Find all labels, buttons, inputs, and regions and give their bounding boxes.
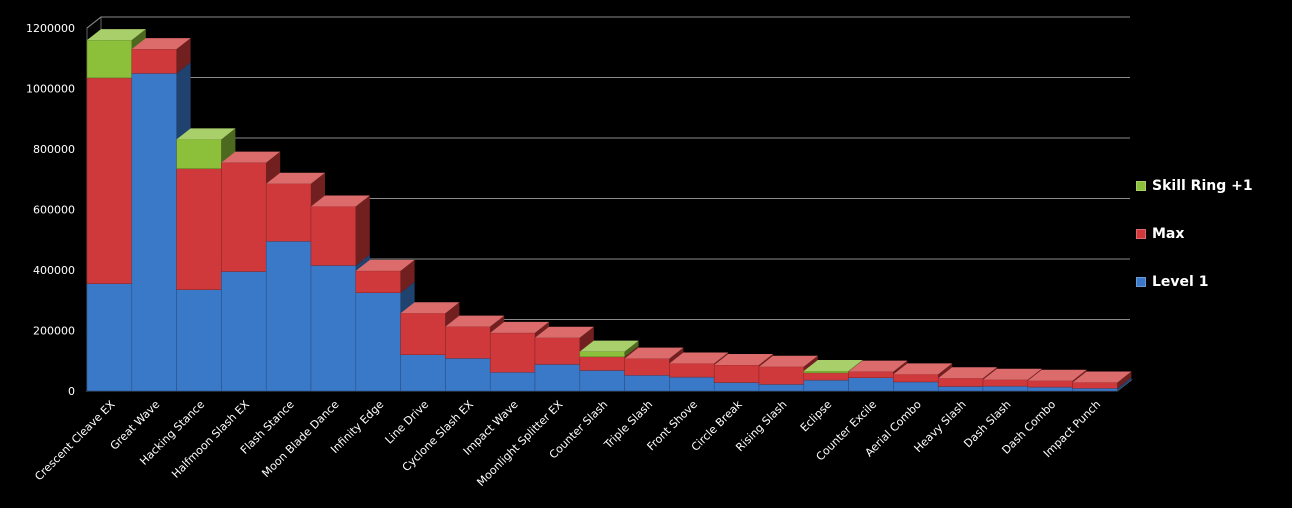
y-axis: 0 200000 400000 600000 800000 1000000 1200000 (26, 22, 75, 398)
bar-top-cap (131, 38, 191, 50)
x-tick-label: Halfmoon Slash EX (169, 398, 252, 481)
legend: Skill Ring +1 Max Level 1 (1136, 162, 1253, 306)
bar-segment-max (131, 38, 191, 74)
bar-top-cap (983, 368, 1042, 380)
bar-stack (1072, 371, 1132, 392)
gridline (86, 137, 1130, 150)
legend-label-skill-ring: Skill Ring +1 (1152, 178, 1253, 194)
y-tick-label: 1000000 (26, 83, 75, 96)
y-tick-label: 600000 (33, 204, 75, 217)
bar-top-cap (1072, 371, 1132, 383)
bar-segment-max (221, 151, 281, 272)
bar-top-cap (87, 29, 146, 41)
bar-segment-max (355, 259, 415, 293)
y-tick-label: 200000 (33, 325, 75, 338)
x-tick-label: Eclipse (798, 398, 835, 435)
gridline (86, 77, 1130, 89)
gridline (86, 16, 1130, 29)
bar-top-cap (400, 302, 460, 314)
legend-swatch-max (1136, 229, 1146, 239)
bar-top-cap (624, 347, 684, 359)
bar-top-cap (221, 151, 281, 163)
x-tick-label: Moon Blade Dance (259, 398, 341, 480)
bar-top-cap (311, 195, 370, 207)
bar-top-cap (445, 315, 505, 327)
bar-top-cap (176, 128, 236, 140)
legend-label-level-1: Level 1 (1152, 274, 1209, 290)
legend-item-max: Max (1136, 210, 1253, 258)
bar-top-cap (893, 363, 953, 375)
bar-top-cap (803, 360, 863, 372)
bar-top-cap (266, 172, 325, 184)
bar-top-cap (669, 352, 729, 364)
bar-top-cap (355, 259, 415, 271)
x-tick-label: Moonlight Splitter EX (474, 398, 565, 489)
bar-top-cap (1027, 369, 1087, 381)
legend-item-level-1: Level 1 (1136, 258, 1253, 306)
bars (86, 29, 1132, 392)
bar-segment-max (310, 195, 370, 266)
legend-swatch-level-1 (1136, 277, 1146, 287)
bar-top-cap (490, 321, 549, 333)
bar-top-cap (848, 360, 908, 372)
legend-swatch-skill-ring (1136, 181, 1146, 191)
x-tick-label: Crescent Cleave EX (32, 398, 118, 484)
y-tick-label: 400000 (33, 264, 75, 277)
x-tick-label: Line Drive (383, 398, 432, 447)
bar-top-cap (938, 367, 997, 379)
legend-label-max: Max (1152, 226, 1185, 242)
y-tick-label: 0 (68, 385, 75, 398)
y-tick-label: 800000 (33, 143, 75, 156)
bar-stack (713, 353, 773, 392)
bar-segment-skill-ring-1 (176, 128, 236, 169)
bar-top-cap (759, 355, 818, 367)
y-tick-label: 1200000 (26, 22, 75, 35)
bar-top-cap (535, 326, 594, 338)
bar-top-cap (579, 340, 639, 352)
bar-top-cap (714, 353, 773, 365)
legend-item-skill-ring: Skill Ring +1 (1136, 162, 1253, 210)
